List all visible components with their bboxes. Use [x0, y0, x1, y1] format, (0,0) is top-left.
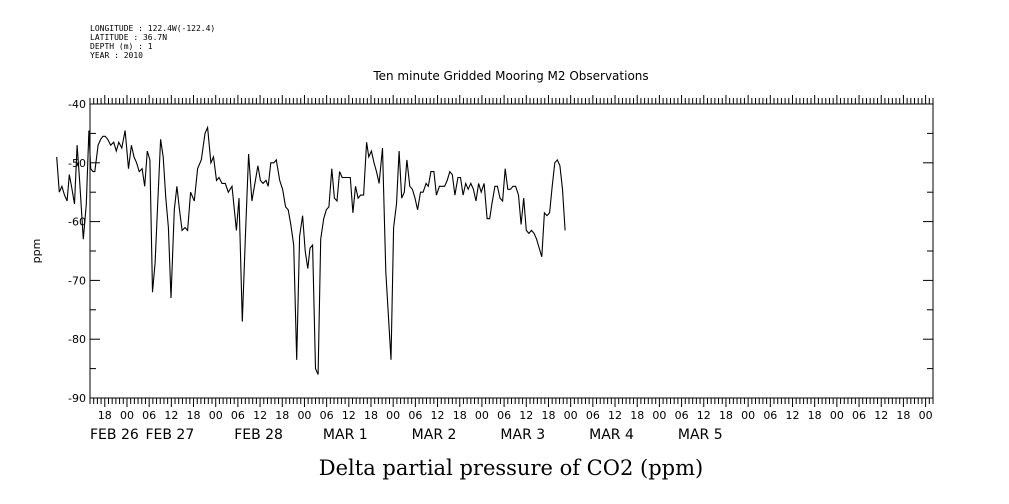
x-tick-label: 12 — [519, 409, 533, 422]
x-tick-label: 18 — [719, 409, 733, 422]
x-tick-label: 18 — [630, 409, 644, 422]
x-date-label: MAR 3 — [500, 427, 545, 443]
x-date-label: MAR 4 — [589, 427, 634, 443]
x-date-label: MAR 1 — [323, 427, 368, 443]
x-tick-label: 00 — [120, 409, 134, 422]
x-date-label: FEB 28 — [234, 427, 283, 443]
x-date-label: MAR 5 — [678, 427, 723, 443]
y-tick-label: -90 — [68, 392, 86, 405]
x-tick-label: 06 — [231, 409, 245, 422]
y-tick-label: -80 — [68, 333, 86, 346]
x-tick-label: 12 — [164, 409, 178, 422]
y-tick-label: -40 — [68, 98, 86, 111]
x-tick-label: 18 — [896, 409, 910, 422]
x-axis-label: Delta partial pressure of CO2 (ppm) — [319, 456, 703, 480]
y-axis-label: ppm — [30, 239, 43, 264]
x-date-label: FEB 27 — [145, 427, 194, 443]
x-tick-label: 12 — [874, 409, 888, 422]
x-tick-label: 06 — [675, 409, 689, 422]
x-tick-label: 00 — [830, 409, 844, 422]
x-tick-label: 18 — [364, 409, 378, 422]
x-tick-label: 18 — [187, 409, 201, 422]
x-tick-label: 18 — [453, 409, 467, 422]
x-tick-label: 00 — [209, 409, 223, 422]
x-tick-label: 18 — [98, 409, 112, 422]
y-axis: -40 -50 -60 -70 -80 -90 — [68, 98, 933, 405]
x-tick-label: 12 — [786, 409, 800, 422]
x-tick-label: 06 — [408, 409, 422, 422]
x-tick-label: 00 — [475, 409, 489, 422]
x-tick-label: 06 — [497, 409, 511, 422]
x-tick-label: 00 — [919, 409, 933, 422]
metadata-latitude: LATITUDE : 36.7N — [90, 33, 168, 42]
x-axis: 18 00 06 12 18 00 06 12 18 00 06 12 18 00 06 12 18 00 06 12… — [89, 95, 934, 443]
x-tick-label: 00 — [386, 409, 400, 422]
y-tick-label: -70 — [68, 274, 86, 287]
plot-frame — [89, 103, 934, 399]
x-date-label: FEB 26 — [90, 427, 139, 443]
x-tick-label: 12 — [608, 409, 622, 422]
chart-title: Ten minute Gridded Mooring M2 Observatio… — [372, 69, 648, 83]
x-tick-label: 12 — [431, 409, 445, 422]
x-tick-label: 06 — [142, 409, 156, 422]
x-tick-label: 12 — [697, 409, 711, 422]
x-date-label: MAR 2 — [412, 427, 457, 443]
metadata-year: YEAR : 2010 — [90, 51, 143, 60]
x-tick-label: 06 — [852, 409, 866, 422]
metadata-depth: DEPTH (m) : 1 — [90, 42, 153, 51]
x-tick-label: 12 — [342, 409, 356, 422]
x-tick-label: 12 — [253, 409, 267, 422]
series-line — [56, 125, 566, 375]
x-tick-label: 06 — [586, 409, 600, 422]
x-tick-label: 18 — [541, 409, 555, 422]
x-tick-label: 00 — [297, 409, 311, 422]
x-tick-label: 18 — [275, 409, 289, 422]
x-tick-label: 00 — [564, 409, 578, 422]
x-tick-label: 18 — [808, 409, 822, 422]
y-tick-label: -50 — [68, 157, 86, 170]
x-tick-label: 06 — [320, 409, 334, 422]
x-tick-label: 00 — [741, 409, 755, 422]
metadata-longitude: LONGITUDE : 122.4W(-122.4) — [90, 24, 216, 33]
x-tick-label: 00 — [652, 409, 666, 422]
y-tick-label: -60 — [68, 216, 86, 229]
x-tick-label: 06 — [763, 409, 777, 422]
